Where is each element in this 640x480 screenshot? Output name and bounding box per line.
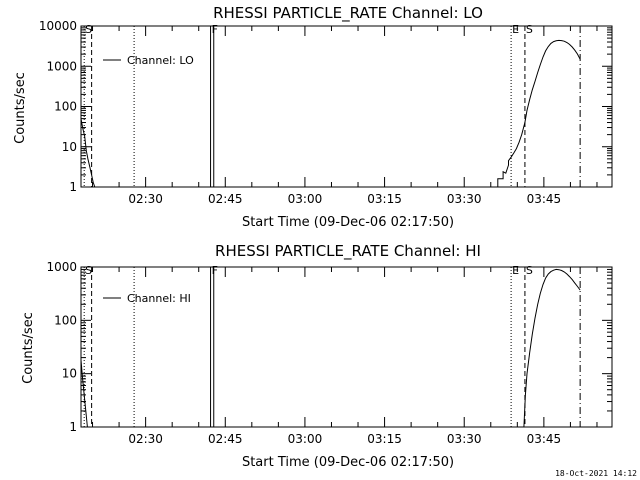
y-tick-label: 100 — [54, 313, 77, 327]
data-series-line — [523, 268, 581, 428]
hi-x-axis-label: Start Time (09-Dec-06 02:17:50) — [242, 455, 454, 470]
lo-y-axis-label: Counts/sec — [13, 72, 28, 144]
marker-letter: F — [212, 264, 218, 277]
hi-legend-label: Channel: HI — [127, 292, 191, 305]
x-tick-label: 02:30 — [128, 432, 163, 446]
lo-x-axis-label: Start Time (09-Dec-06 02:17:50) — [242, 215, 454, 230]
x-tick-label: 03:45 — [527, 432, 562, 446]
x-tick-label: 02:45 — [208, 432, 243, 446]
x-tick-label: 03:30 — [447, 192, 482, 206]
marker-letter: S — [526, 264, 533, 277]
y-tick-label: 1 — [69, 420, 77, 434]
plot-frame — [80, 25, 613, 188]
marker-letter: E — [512, 23, 519, 36]
x-tick-label: 03:15 — [367, 192, 402, 206]
marker-letter: E — [512, 264, 519, 277]
hi-chart-title: RHESSI PARTICLE_RATE Channel: HI — [215, 242, 481, 261]
x-tick-label: 03:00 — [288, 432, 323, 446]
plot-frame — [80, 266, 613, 428]
y-tick-label: 10 — [62, 367, 77, 381]
data-series-line — [492, 39, 581, 188]
data-series-line — [80, 360, 88, 428]
x-tick-label: 03:45 — [527, 192, 562, 206]
y-tick-label: 10000 — [39, 19, 77, 33]
x-tick-label: 02:45 — [208, 192, 243, 206]
x-tick-label: 03:30 — [447, 432, 482, 446]
hi-channel-panel: RHESSI PARTICLE_RATE Channel: HI Start T… — [21, 242, 613, 470]
lo-chart-title: RHESSI PARTICLE_RATE Channel: LO — [213, 4, 483, 23]
y-tick-label: 1 — [69, 180, 77, 194]
hi-y-axis-label: Counts/sec — [21, 312, 36, 384]
x-tick-label: 03:00 — [288, 192, 323, 206]
data-series-line — [80, 118, 96, 188]
marker-letter: F — [212, 23, 218, 36]
lo-legend-label: Channel: LO — [127, 54, 194, 67]
lo-channel-panel: RHESSI PARTICLE_RATE Channel: LO Start T… — [13, 4, 613, 230]
footer-timestamp: 18-Oct-2021 14:12 — [555, 469, 637, 478]
y-tick-label: 10 — [62, 140, 77, 154]
marker-letter: S — [85, 264, 92, 277]
y-tick-label: 1000 — [46, 260, 77, 274]
marker-letter: S — [85, 23, 92, 36]
y-tick-label: 1000 — [46, 59, 77, 73]
marker-letter: S — [526, 23, 533, 36]
x-tick-label: 03:15 — [367, 432, 402, 446]
y-tick-label: 100 — [54, 100, 77, 114]
x-tick-label: 02:30 — [128, 192, 163, 206]
